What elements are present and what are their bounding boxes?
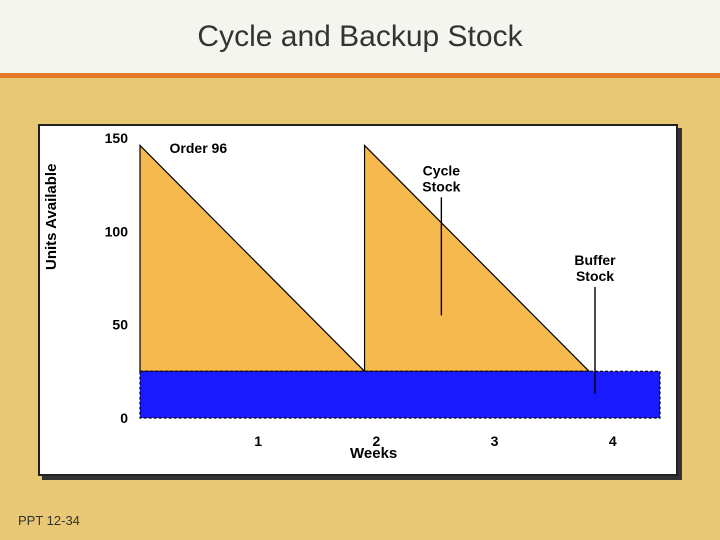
y-axis-label: Units Available [43, 164, 60, 270]
title-bar: Cycle and Backup Stock [0, 0, 720, 78]
slide-footer: PPT 12-34 [18, 513, 80, 528]
buffer-rect [140, 371, 660, 418]
cycle-stock-annotation-2: Stock [422, 178, 460, 194]
y-tick-label: 0 [120, 410, 128, 426]
chart-panel: 0501001501234Order 96CycleStockBufferSto… [38, 124, 678, 476]
x-tick-label: 4 [609, 433, 617, 449]
cycle-triangle-2 [365, 145, 590, 371]
y-tick-label: 150 [105, 130, 129, 146]
x-tick-label: 1 [254, 433, 262, 449]
buffer-stock-annotation: Buffer [574, 252, 616, 268]
y-tick-label: 100 [105, 223, 129, 239]
x-axis-label: Weeks [350, 445, 397, 462]
page-title: Cycle and Backup Stock [197, 20, 522, 54]
chart-svg: 0501001501234Order 96CycleStockBufferSto… [40, 126, 676, 474]
cycle-triangle-1 [140, 145, 365, 371]
x-tick-label: 3 [491, 433, 499, 449]
y-tick-label: 50 [112, 317, 128, 333]
order-annotation: Order 96 [170, 140, 228, 156]
buffer-stock-annotation-2: Stock [576, 268, 614, 284]
cycle-stock-annotation: Cycle [423, 162, 461, 178]
